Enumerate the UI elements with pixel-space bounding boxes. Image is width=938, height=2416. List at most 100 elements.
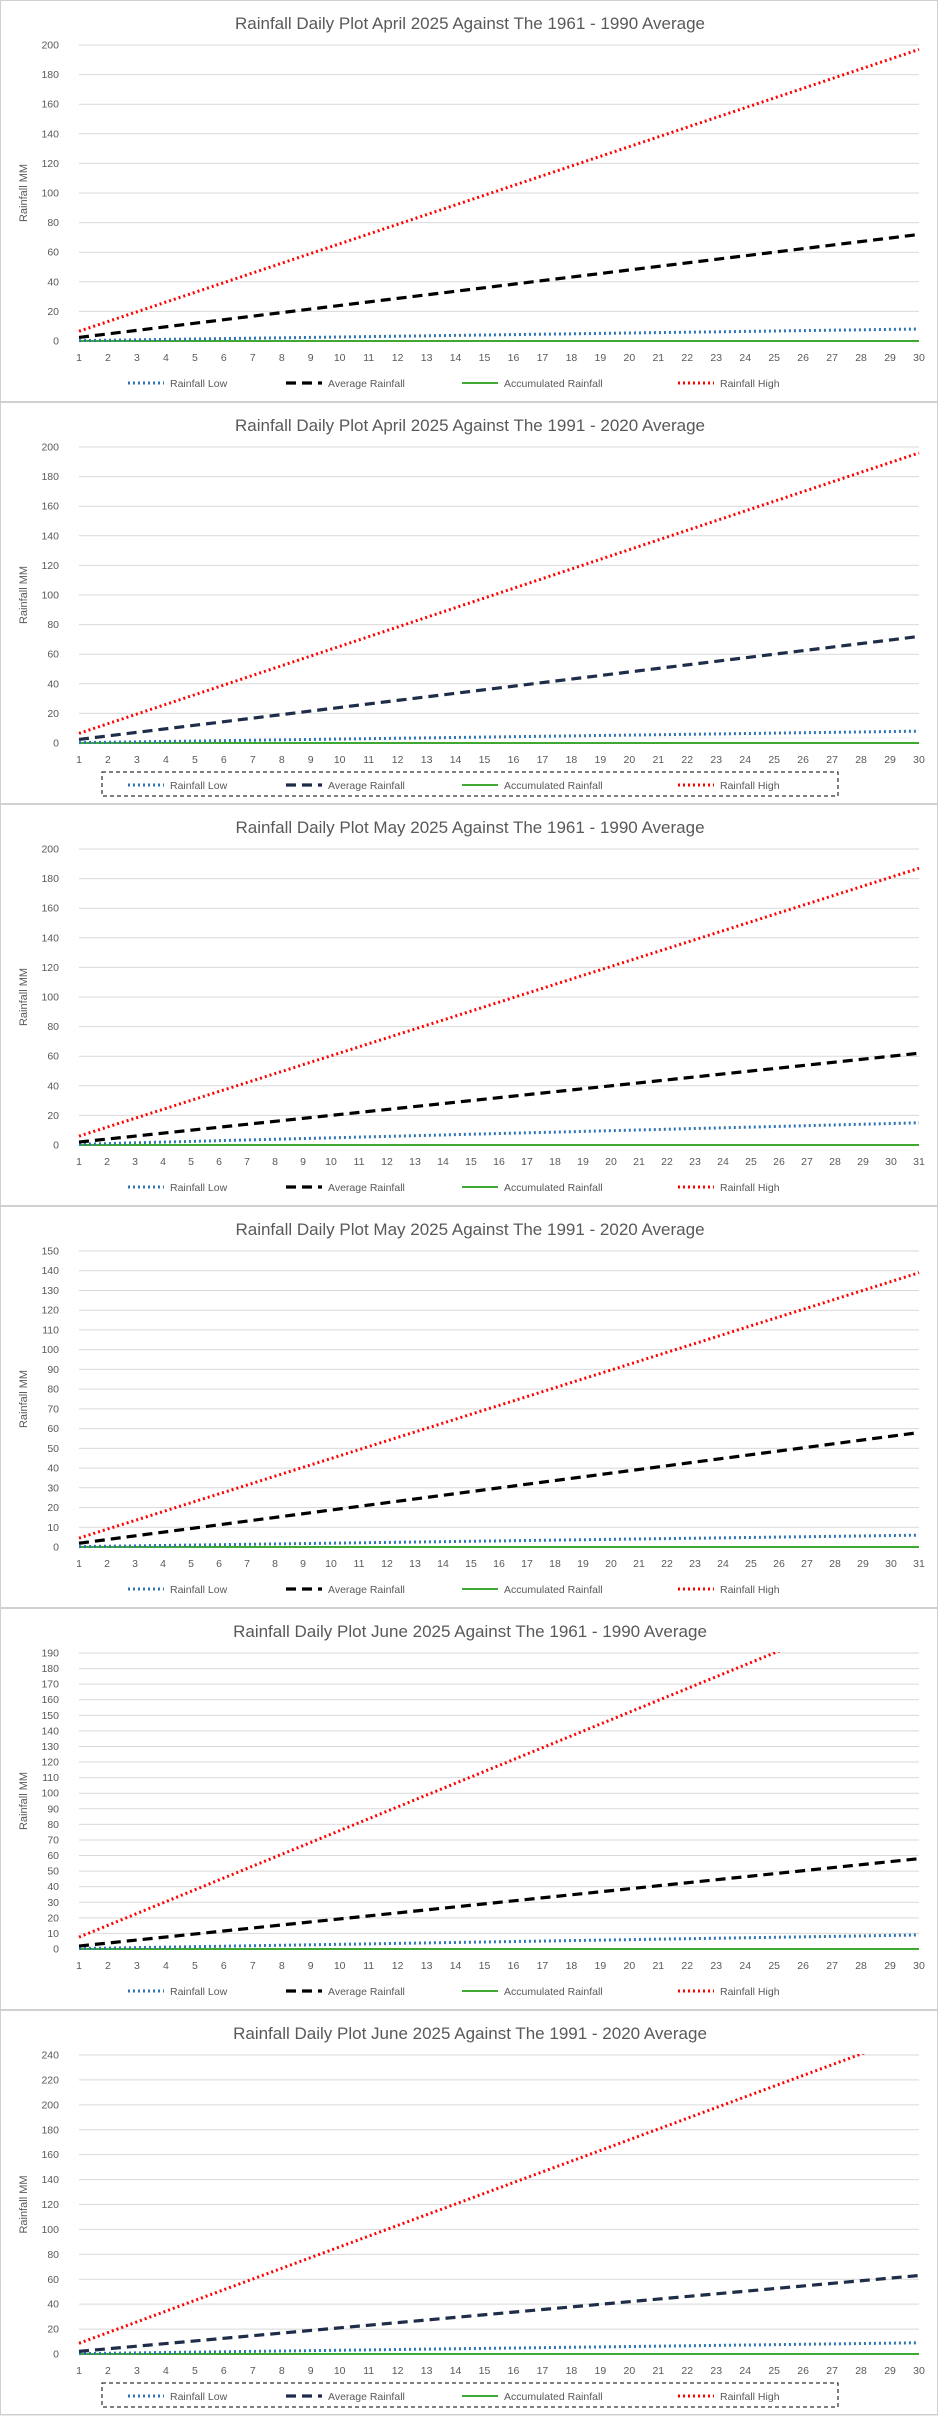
- y-tick-label: 0: [53, 1140, 59, 1152]
- y-tick-label: 100: [41, 590, 59, 602]
- x-tick-label: 7: [244, 1156, 250, 1168]
- y-tick-label: 30: [47, 1482, 59, 1494]
- x-tick-label: 28: [829, 1558, 841, 1570]
- x-tick-label: 3: [134, 754, 140, 766]
- y-tick-label: 120: [41, 560, 59, 572]
- series-line-rainfall-low: [78, 1933, 920, 1951]
- x-tick-label: 12: [392, 2365, 404, 2377]
- x-tick-label: 30: [913, 352, 925, 364]
- legend-label: Rainfall High: [720, 2391, 780, 2403]
- x-tick-label: 1: [76, 1156, 82, 1168]
- x-tick-label: 9: [300, 1558, 306, 1570]
- x-tick-label: 30: [913, 754, 925, 766]
- x-tick-label: 25: [745, 1156, 757, 1168]
- x-tick-label: 1: [76, 1558, 82, 1570]
- x-tick-label: 24: [739, 2365, 751, 2377]
- legend-label: Rainfall Low: [170, 1584, 228, 1596]
- legend-label: Accumulated Rainfall: [504, 378, 603, 390]
- series-line-average-rainfall: [78, 1051, 920, 1144]
- x-tick-label: 9: [308, 754, 314, 766]
- x-tick-label: 14: [437, 1156, 449, 1168]
- x-tick-label: 26: [797, 1960, 809, 1972]
- legend-label: Average Rainfall: [328, 378, 405, 390]
- x-tick-label: 30: [885, 1558, 897, 1570]
- x-tick-label: 22: [681, 352, 693, 364]
- x-tick-label: 6: [221, 352, 227, 364]
- y-tick-label: 200: [41, 40, 59, 52]
- y-tick-label: 160: [41, 99, 59, 111]
- y-tick-label: 150: [41, 1246, 59, 1258]
- x-tick-label: 4: [163, 1960, 169, 1972]
- y-tick-label: 150: [41, 1710, 59, 1722]
- x-tick-label: 6: [221, 2365, 227, 2377]
- y-tick-label: 60: [47, 1051, 59, 1063]
- x-tick-label: 11: [354, 1558, 365, 1570]
- x-tick-label: 15: [479, 1960, 491, 1972]
- x-tick-label: 20: [624, 754, 636, 766]
- y-tick-label: 60: [47, 1423, 59, 1435]
- x-tick-label: 16: [508, 2365, 520, 2377]
- x-tick-label: 24: [739, 352, 751, 364]
- x-tick-label: 11: [363, 754, 374, 766]
- chart-title: Rainfall Daily Plot May 2025 Against The…: [235, 818, 704, 837]
- y-tick-label: 120: [41, 962, 59, 974]
- x-tick-label: 10: [334, 352, 346, 364]
- x-tick-label: 17: [537, 1960, 549, 1972]
- x-tick-label: 28: [855, 1960, 867, 1972]
- y-tick-label: 50: [47, 1443, 59, 1455]
- x-tick-label: 3: [134, 1960, 140, 1972]
- x-tick-label: 4: [163, 2365, 169, 2377]
- series-line-rainfall-low: [78, 1121, 920, 1146]
- x-tick-label: 19: [577, 1156, 589, 1168]
- series-line-average-rainfall: [78, 232, 920, 340]
- legend-label: Accumulated Rainfall: [504, 2391, 603, 2403]
- x-tick-label: 23: [710, 1960, 722, 1972]
- x-tick-label: 27: [826, 352, 838, 364]
- x-tick-label: 14: [450, 1960, 462, 1972]
- y-axis-label: Rainfall MM: [18, 2175, 30, 2233]
- y-tick-label: 40: [47, 276, 59, 288]
- x-tick-label: 29: [884, 352, 896, 364]
- x-tick-label: 5: [192, 352, 198, 364]
- x-tick-label: 10: [325, 1558, 337, 1570]
- y-axis-label: Rainfall MM: [18, 968, 30, 1026]
- y-tick-label: 10: [47, 1928, 59, 1940]
- series-line-rainfall-high: [78, 2054, 866, 2345]
- y-tick-label: 100: [41, 2224, 59, 2236]
- x-tick-label: 24: [739, 754, 751, 766]
- x-tick-label: 11: [363, 1960, 374, 1972]
- y-tick-label: 20: [47, 1502, 59, 1514]
- x-tick-label: 20: [624, 2365, 636, 2377]
- chart-panel-june-1961-1990: Rainfall Daily Plot June 2025 Against Th…: [0, 1608, 938, 2010]
- chart-svg: Rainfall Daily Plot June 2025 Against Th…: [18, 1622, 925, 1998]
- y-axis-label: Rainfall MM: [18, 566, 30, 624]
- legend-label: Average Rainfall: [328, 1182, 405, 1194]
- x-tick-label: 27: [826, 754, 838, 766]
- y-tick-label: 180: [41, 471, 59, 483]
- x-tick-label: 24: [717, 1156, 729, 1168]
- x-tick-label: 6: [221, 754, 227, 766]
- x-tick-label: 4: [160, 1156, 166, 1168]
- x-tick-label: 10: [334, 1960, 346, 1972]
- y-tick-label: 80: [47, 1819, 59, 1831]
- x-tick-label: 9: [308, 352, 314, 364]
- x-tick-label: 3: [134, 352, 140, 364]
- x-tick-label: 21: [652, 2365, 664, 2377]
- y-tick-label: 50: [47, 1866, 59, 1878]
- y-tick-label: 60: [47, 247, 59, 259]
- chart-title: Rainfall Daily Plot June 2025 Against Th…: [233, 1622, 707, 1641]
- legend-label: Accumulated Rainfall: [504, 1182, 603, 1194]
- x-tick-label: 20: [624, 1960, 636, 1972]
- x-tick-label: 26: [797, 2365, 809, 2377]
- x-tick-label: 31: [913, 1558, 925, 1570]
- y-tick-label: 240: [41, 2050, 59, 2062]
- series-line-average-rainfall: [78, 1857, 920, 1948]
- legend-label: Average Rainfall: [328, 2391, 405, 2403]
- y-tick-label: 80: [47, 217, 59, 229]
- chart-panel-may-1991-2020: Rainfall Daily Plot May 2025 Against The…: [0, 1206, 938, 1608]
- legend-label: Rainfall High: [720, 378, 780, 390]
- x-tick-label: 22: [681, 754, 693, 766]
- y-tick-label: 0: [53, 336, 59, 348]
- x-tick-label: 15: [465, 1558, 477, 1570]
- x-tick-label: 30: [885, 1156, 897, 1168]
